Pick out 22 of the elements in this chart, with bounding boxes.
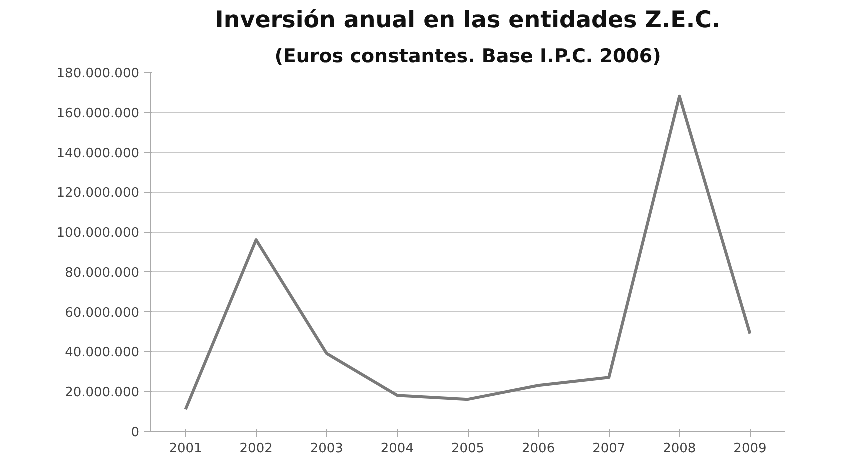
x-tick-label: 2001 bbox=[169, 442, 202, 456]
y-tick-label: 40.000.000 bbox=[65, 346, 140, 361]
x-tick-label: 2009 bbox=[734, 442, 767, 456]
x-tick-label: 2005 bbox=[451, 442, 485, 456]
x-tick-label: 2003 bbox=[310, 442, 344, 456]
chart-title: Inversión anual en las entidades Z.E.C. bbox=[215, 8, 721, 34]
x-tick-label: 2007 bbox=[592, 442, 626, 456]
x-tick-label: 2004 bbox=[380, 442, 414, 456]
line-series bbox=[184, 94, 752, 412]
chart-subtitle: (Euros constantes. Base I.P.C. 2006) bbox=[274, 46, 662, 68]
x-tick-label: 2006 bbox=[522, 442, 556, 456]
y-tick-label: 140.000.000 bbox=[56, 146, 140, 162]
y-tick-label: 120.000.000 bbox=[56, 186, 140, 202]
x-tick-label: 2002 bbox=[240, 442, 273, 456]
y-tick-label: 180.000.000 bbox=[56, 66, 140, 82]
y-tick-label: 0 bbox=[131, 426, 140, 440]
x-tick-label: 2008 bbox=[663, 442, 696, 456]
y-tick-label: 80.000.000 bbox=[65, 266, 140, 281]
y-tick-label: 160.000.000 bbox=[56, 106, 140, 122]
y-tick-label: 60.000.000 bbox=[65, 306, 140, 321]
y-tick-label: 20.000.000 bbox=[65, 386, 140, 401]
y-tick-label: 100.000.000 bbox=[56, 226, 140, 242]
